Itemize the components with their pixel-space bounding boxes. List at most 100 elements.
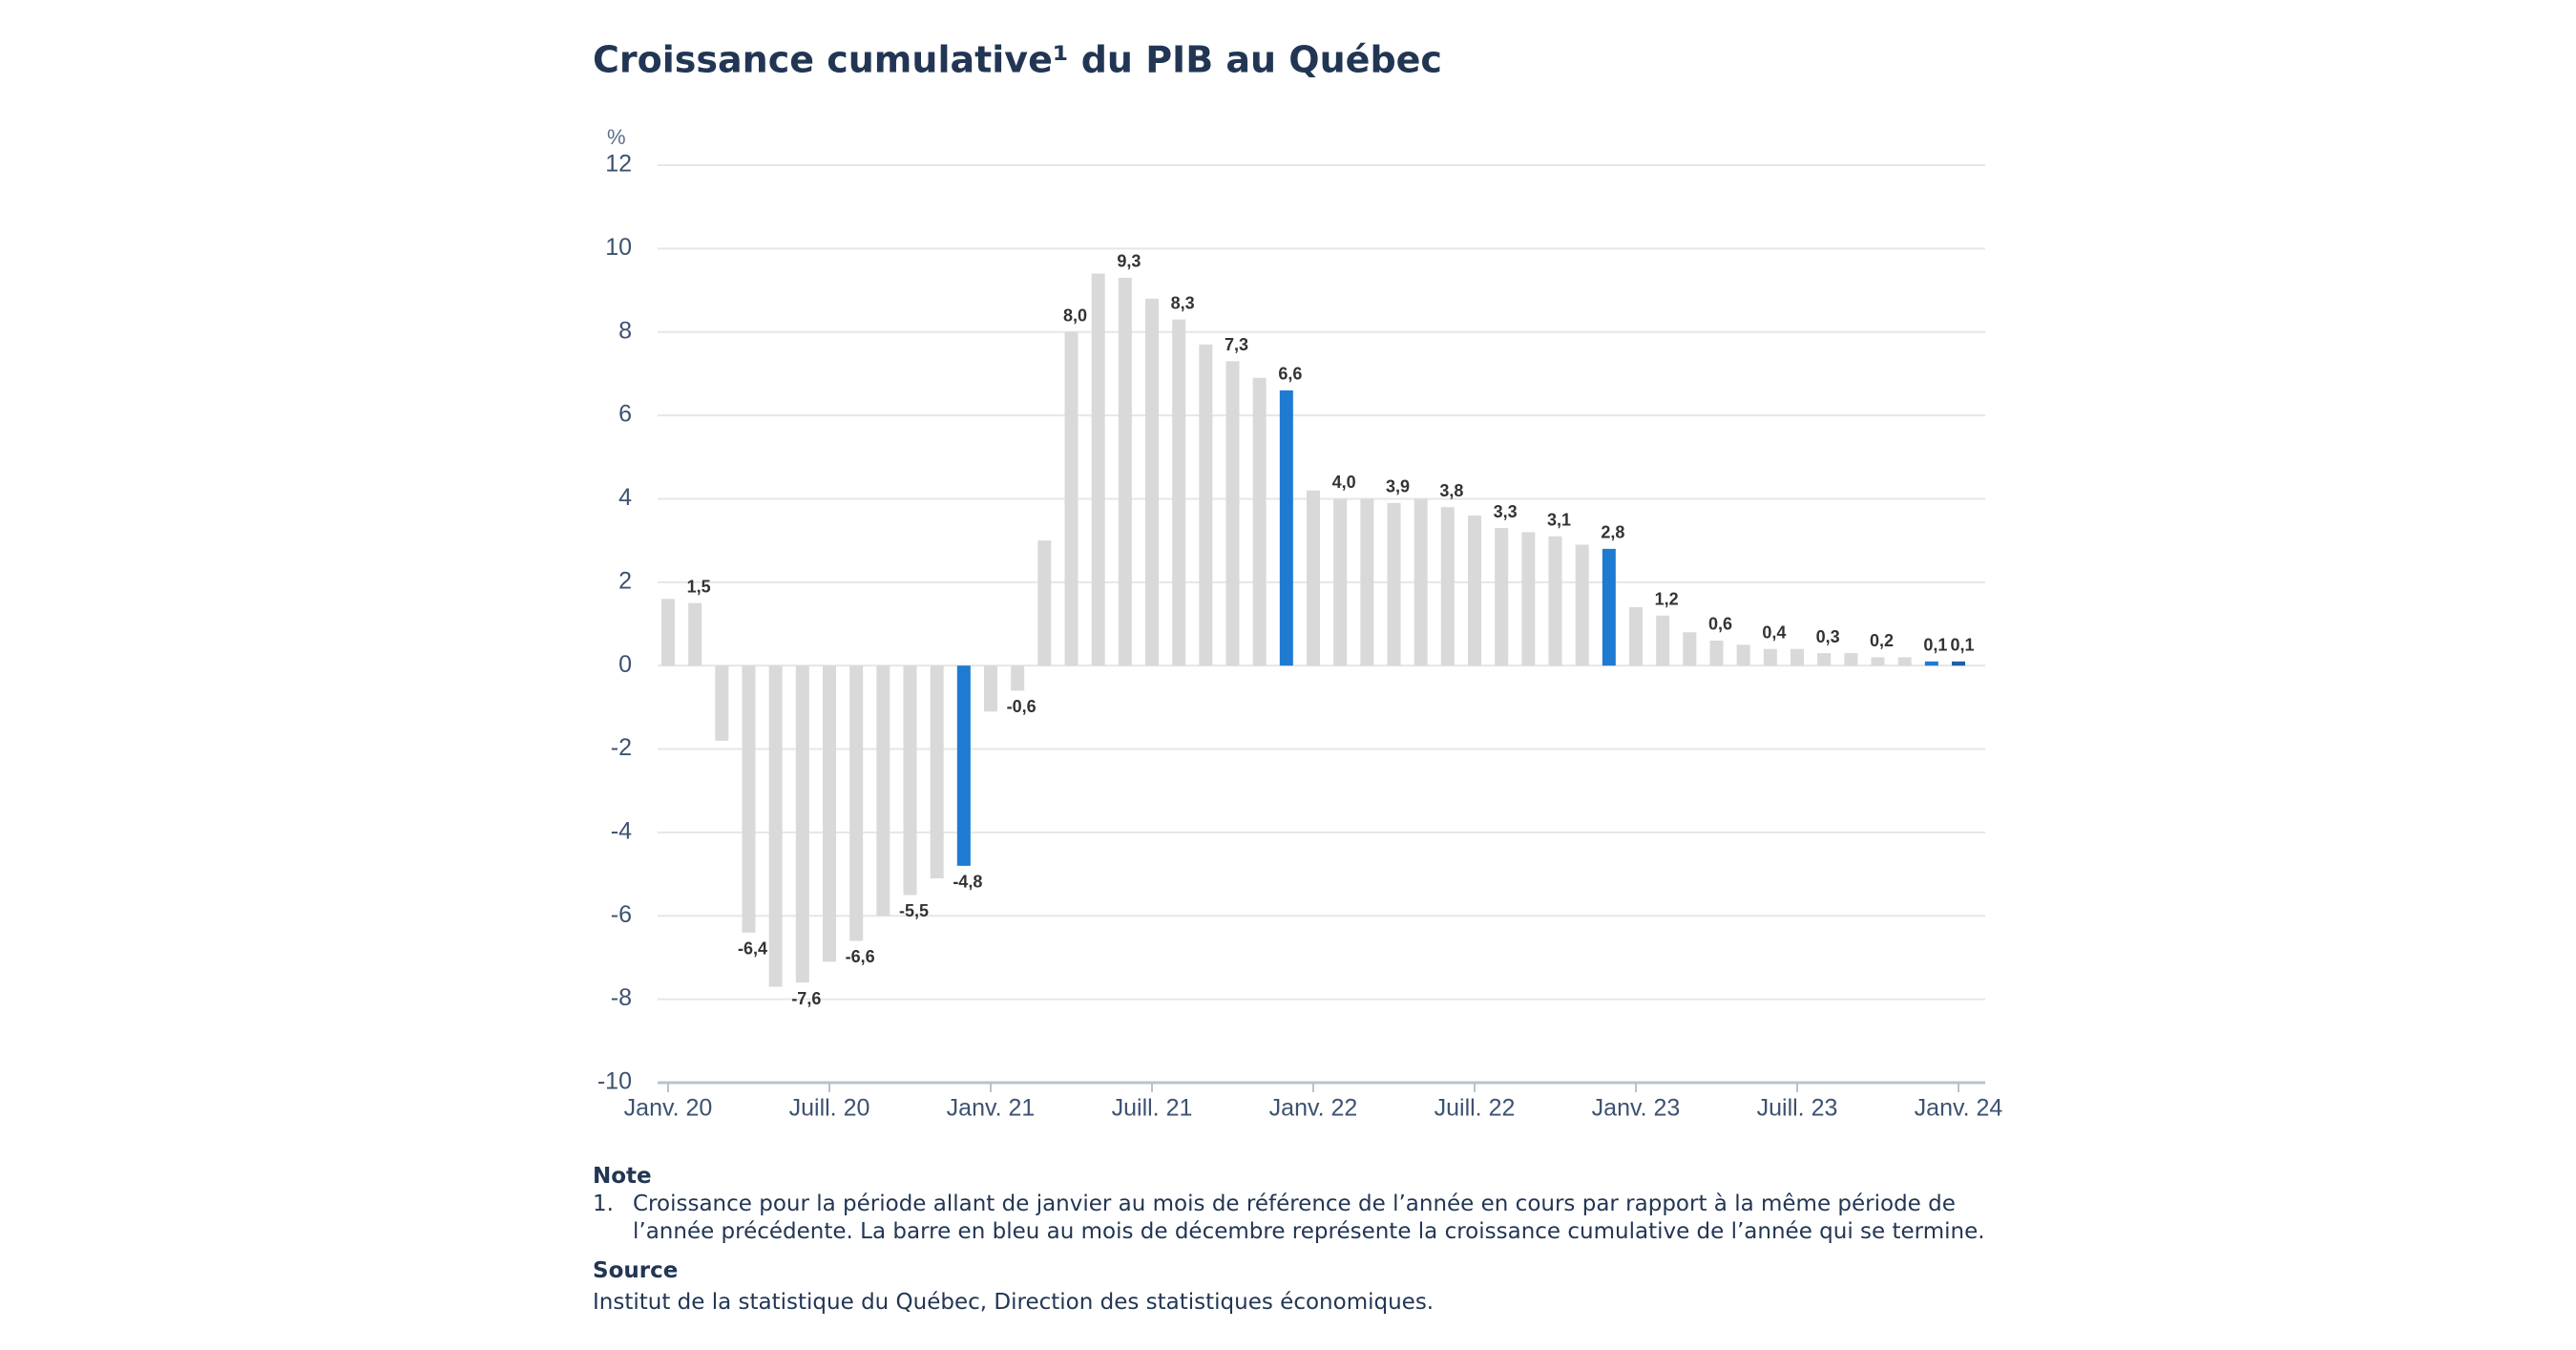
value-label: -0,6 xyxy=(1007,697,1037,716)
value-label: -4,8 xyxy=(953,873,982,892)
bar xyxy=(1011,665,1025,691)
bar xyxy=(1118,277,1132,666)
bar xyxy=(688,602,702,666)
bar xyxy=(1468,515,1481,666)
x-tick-label: Janv. 24 xyxy=(1915,1095,2003,1122)
value-label: 1,5 xyxy=(687,577,711,596)
bar xyxy=(1440,507,1455,666)
x-tick-label: Janv. 21 xyxy=(947,1095,1036,1122)
value-label: 6,6 xyxy=(1278,365,1302,384)
note-number: 1. xyxy=(593,1192,614,1216)
bar xyxy=(1897,657,1912,666)
y-axis-unit: % xyxy=(607,125,626,149)
value-label: 0,4 xyxy=(1762,622,1786,642)
bar xyxy=(1629,607,1643,666)
bar xyxy=(1575,544,1589,666)
bar xyxy=(1736,644,1750,666)
note-item: 1. Croissance pour la période allant de … xyxy=(593,1191,1986,1246)
bar xyxy=(1172,319,1186,666)
bar xyxy=(1091,273,1105,666)
chart: Croissance cumulative¹ du PIB au Québec … xyxy=(593,39,2003,1122)
y-tick-label: -6 xyxy=(611,901,632,928)
bar xyxy=(1791,648,1804,666)
bar xyxy=(1548,536,1562,666)
bar xyxy=(1952,661,1965,666)
bar xyxy=(1307,490,1320,666)
value-label: 3,1 xyxy=(1547,511,1571,530)
y-tick-label: 4 xyxy=(618,484,632,511)
value-label: 4,0 xyxy=(1332,473,1356,492)
value-label: 0,6 xyxy=(1708,615,1732,634)
bar xyxy=(1817,653,1832,666)
bar xyxy=(661,599,675,666)
bar xyxy=(1602,548,1616,666)
value-label: 0,3 xyxy=(1816,627,1840,646)
value-label: 3,8 xyxy=(1439,481,1463,500)
value-label: 7,3 xyxy=(1225,335,1248,354)
bar xyxy=(956,665,971,866)
bar xyxy=(1924,661,1938,666)
y-tick-label: -10 xyxy=(597,1068,632,1095)
y-tick-label: 2 xyxy=(618,567,632,594)
y-tick-label: -8 xyxy=(611,984,632,1011)
bar xyxy=(1656,615,1670,666)
bar xyxy=(1279,390,1293,666)
bar xyxy=(1333,498,1348,666)
bar xyxy=(1252,377,1267,666)
bar xyxy=(1225,361,1240,666)
value-label: -5,5 xyxy=(899,901,929,920)
bar xyxy=(1414,498,1428,666)
bar xyxy=(1709,640,1724,666)
y-tick-label: 12 xyxy=(605,151,632,178)
bar xyxy=(903,665,917,896)
source-text: Institut de la statistique du Québec, Di… xyxy=(593,1290,1435,1315)
value-label: 0,1 xyxy=(1923,636,1947,655)
x-tick-label: Janv. 20 xyxy=(624,1095,713,1122)
y-tick-label: 0 xyxy=(618,651,632,678)
note-text: Croissance pour la période allant de jan… xyxy=(633,1192,1985,1244)
bar xyxy=(715,665,729,741)
value-label: 0,1 xyxy=(1950,636,1974,655)
x-tick-label: Juill. 23 xyxy=(1757,1095,1838,1122)
bar xyxy=(1683,632,1697,666)
x-tick-label: Janv. 22 xyxy=(1269,1095,1358,1122)
value-label: 8,0 xyxy=(1063,306,1087,325)
bar xyxy=(1064,331,1079,666)
y-tick-label: 6 xyxy=(618,401,632,428)
value-label: 3,3 xyxy=(1494,502,1518,521)
x-tick-label: Janv. 23 xyxy=(1592,1095,1681,1122)
bar xyxy=(823,665,836,962)
bar xyxy=(795,665,809,983)
notes: Note 1. Croissance pour la période allan… xyxy=(593,1163,1986,1317)
value-label: 0,2 xyxy=(1870,631,1894,650)
x-tick-label: Juill. 20 xyxy=(789,1095,870,1122)
bar xyxy=(1871,657,1885,666)
bar xyxy=(1387,502,1401,666)
bar xyxy=(768,665,783,987)
value-label: 3,9 xyxy=(1386,477,1410,496)
bar xyxy=(742,665,756,933)
bar xyxy=(1037,540,1052,666)
bar xyxy=(1763,648,1777,666)
x-tick-label: Juill. 21 xyxy=(1112,1095,1193,1122)
value-label: 1,2 xyxy=(1655,590,1679,609)
value-label: -7,6 xyxy=(791,989,821,1008)
bar xyxy=(984,665,997,712)
value-label: -6,6 xyxy=(846,947,875,966)
bar xyxy=(1199,344,1213,666)
value-label: 8,3 xyxy=(1171,293,1195,312)
chart-title: Croissance cumulative¹ du PIB au Québec xyxy=(593,39,1442,81)
bar xyxy=(849,665,864,941)
source-heading: Source xyxy=(593,1258,679,1283)
y-tick-label: -2 xyxy=(611,734,632,761)
bar xyxy=(1495,528,1509,666)
value-label: 9,3 xyxy=(1117,252,1141,271)
bar xyxy=(876,665,890,917)
y-tick-label: 8 xyxy=(618,317,632,344)
bar xyxy=(930,665,944,878)
bar xyxy=(1360,498,1374,666)
y-tick-label: 10 xyxy=(605,234,632,261)
bar xyxy=(1844,653,1858,666)
y-tick-label: -4 xyxy=(611,818,632,845)
